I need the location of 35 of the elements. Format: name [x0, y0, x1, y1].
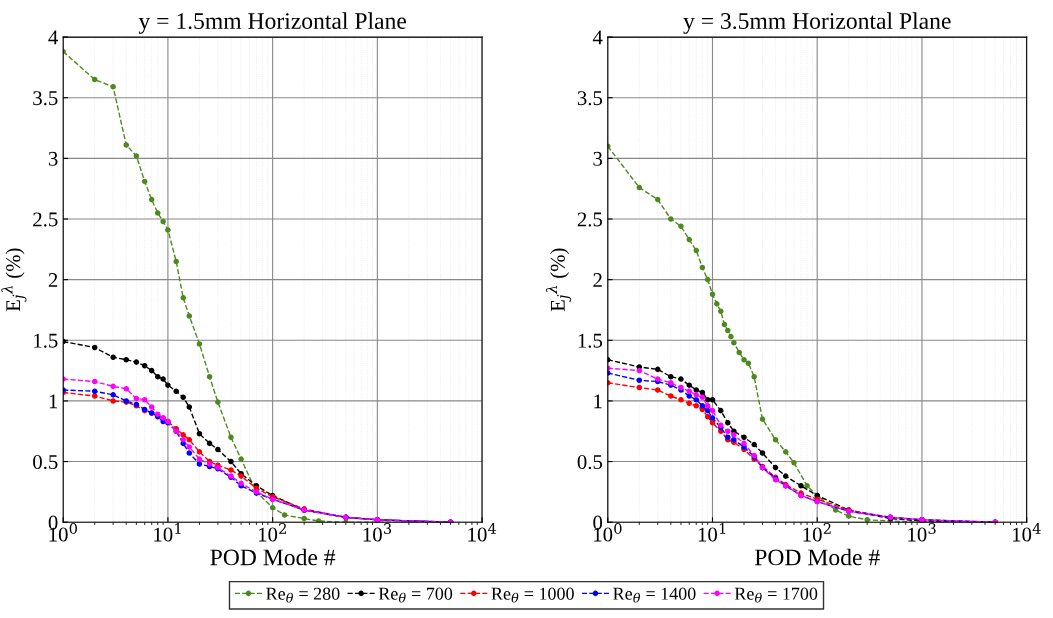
y-tick-label: 1 [49, 394, 58, 409]
y-tick-label: 3.5 [577, 91, 603, 106]
y-tick-label: 4 [592, 30, 603, 45]
y-axis-title: E$_{j}$$^{λ}$ (%) [545, 248, 572, 312]
legend-label: Re$_{θ}$ = 700 [378, 587, 453, 603]
chart-title: y = 1.5mm Horizontal Plane [138, 12, 407, 34]
x-tick-label: 10$^{3}$ [908, 522, 936, 542]
y-tick-label: 3 [593, 151, 603, 166]
y-axis-title: E$_{j}$$^{λ}$ (%) [1, 248, 27, 312]
x-tick-label: 10$^{3}$ [363, 522, 392, 542]
y-tick-label: 2 [48, 273, 58, 287]
x-tick-label: 10$^{2}$ [803, 522, 831, 542]
y-tick-label: 0.5 [33, 454, 58, 470]
x-tick-label: 10$^{2}$ [258, 522, 286, 542]
y-tick-label: 2 [593, 273, 602, 287]
x-axis-title: POD Mode # [210, 548, 336, 566]
legend-label: Re$_{θ}$ = 280 [266, 587, 340, 603]
x-tick-label: 10$^{1}$ [698, 522, 726, 542]
legend-label: Re$_{θ}$ = 1400 [613, 587, 696, 603]
chart-title: y = 3.5mm Horizontal Plane [683, 12, 951, 34]
y-tick-label: 1 [594, 394, 602, 409]
y-tick-label: 1.5 [34, 333, 58, 348]
y-tick-label: 3.5 [33, 91, 58, 106]
y-tick-label: 2.5 [33, 212, 58, 227]
legend-label: Re$_{θ}$ = 1700 [734, 587, 818, 603]
x-tick-label: 10$^{4}$ [1012, 522, 1041, 542]
x-tick-label: 10$^{4}$ [468, 522, 497, 542]
x-tick-label: 10$^{1}$ [154, 522, 181, 542]
y-tick-label: 1.5 [578, 333, 603, 348]
x-axis-title: POD Mode # [754, 548, 880, 566]
y-tick-label: 0.5 [577, 454, 603, 470]
legend-label: Re$_{θ}$ = 1000 [491, 587, 574, 603]
y-tick-label: 3 [48, 151, 58, 166]
y-tick-label: 2.5 [577, 212, 603, 227]
y-tick-label: 4 [48, 30, 58, 45]
